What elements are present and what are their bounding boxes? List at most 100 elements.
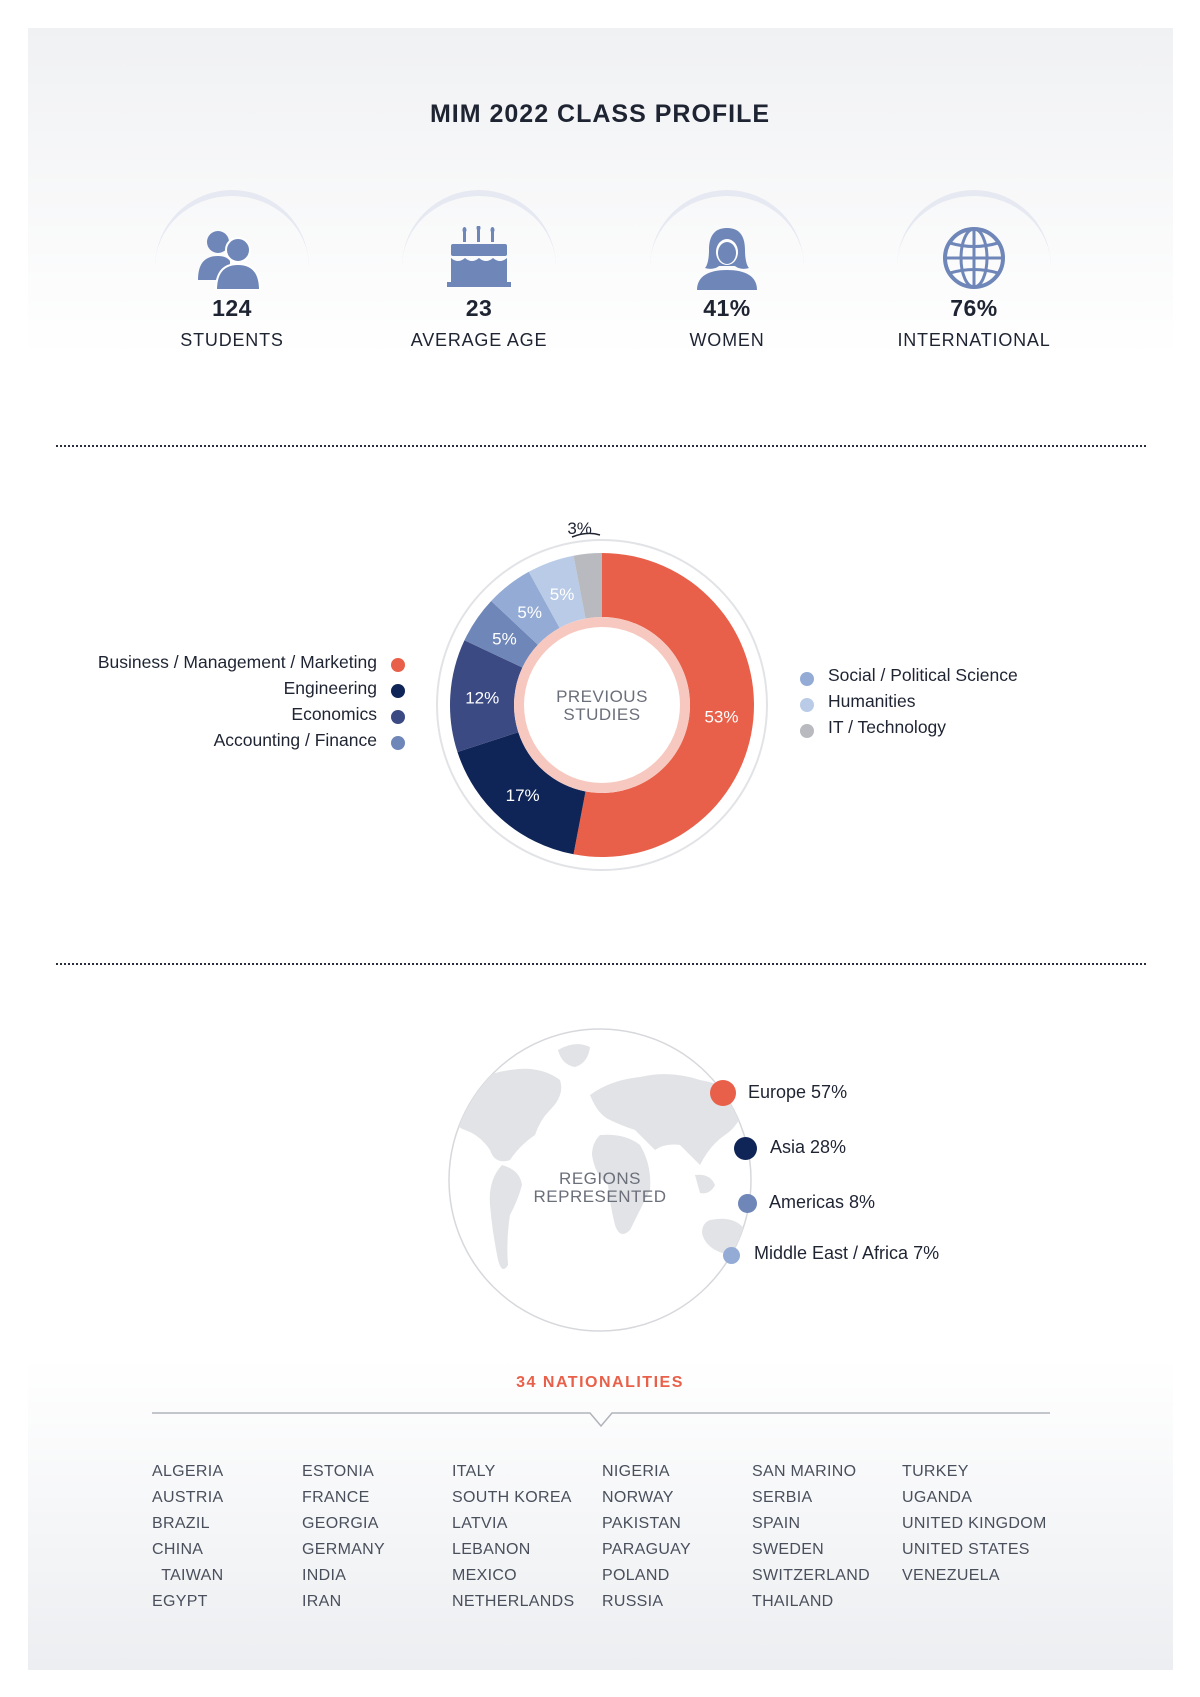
stat-international: 76% INTERNATIONAL [864, 190, 1084, 360]
donut-slice [573, 553, 602, 619]
nationality-item: INDIA [302, 1567, 347, 1584]
nationality-item: GERMANY [302, 1541, 385, 1558]
students-icon [198, 231, 262, 290]
nationalities-divider [152, 1412, 1050, 1428]
legend-swatch [800, 724, 814, 738]
stat-label: AVERAGE AGE [410, 330, 548, 350]
nationality-item: SWITZERLAND [752, 1567, 870, 1584]
birthday-cake-icon [447, 226, 511, 287]
legend-swatch [391, 684, 405, 698]
nationality-item: UNITED KINGDOM [902, 1515, 1047, 1532]
region-marker [710, 1080, 736, 1106]
donut-slice-label: 5% [492, 630, 517, 649]
donut-slice-label: 12% [465, 688, 499, 707]
legend-swatch [391, 736, 405, 750]
nationality-item: RUSSIA [602, 1593, 664, 1610]
region-marker [723, 1247, 740, 1264]
donut-slice [450, 640, 523, 752]
nationality-item: CHINA [152, 1541, 204, 1558]
donut-slice [491, 571, 560, 645]
nationality-item: MEXICO [452, 1567, 517, 1584]
nationality-item: GEORGIA [302, 1515, 379, 1532]
legend-swatch [391, 658, 405, 672]
nationality-item: LATVIA [452, 1515, 508, 1532]
legend-right: Social / Political Science Humanities IT… [800, 665, 1060, 755]
legend-item: Business / Management / Marketing [97, 652, 377, 672]
legend-left: Business / Management / Marketing Engine… [60, 652, 405, 762]
stat-label: WOMEN [689, 330, 765, 350]
region-label: Americas 8% [769, 1192, 876, 1212]
legend-item: Humanities [828, 691, 916, 711]
globe-center-label: REGIONS REPRESENTED [520, 1170, 680, 1206]
donut-center-hole [524, 627, 680, 783]
stat-value: 124 [212, 295, 252, 321]
donut-slice-label: 5% [550, 585, 575, 604]
nationality-item: EGYPT [152, 1593, 208, 1610]
nationality-item: FRANCE [302, 1489, 370, 1506]
legend-item: Accounting / Finance [213, 730, 377, 750]
stat-value: 23 [465, 295, 493, 321]
world-map-icon [450, 1044, 745, 1269]
legend-item: Social / Political Science [828, 665, 1018, 685]
small-slice-marker [571, 532, 601, 538]
nationality-item: SWEDEN [752, 1541, 825, 1558]
legend-swatch [800, 672, 814, 686]
nationalities-list: ALGERIA AUSTRIA BRAZIL CHINA TAIWAN EGYPT EST… [152, 1463, 1072, 1623]
nationality-item: VENEZUELA [902, 1567, 1000, 1584]
donut-slice [457, 732, 586, 855]
legend-item: Economics [291, 704, 377, 724]
nationality-item: IRAN [302, 1593, 342, 1610]
nationality-item: SAN MARINO [752, 1463, 857, 1480]
woman-icon [697, 228, 757, 290]
donut-slice [573, 553, 755, 857]
stat-women: 41% WOMEN [617, 190, 837, 360]
donut-slice [464, 600, 538, 668]
nationality-item: TAIWAN [152, 1567, 224, 1584]
region-label: Middle East / Africa 7% [754, 1243, 940, 1263]
donut-slice-label: 5% [517, 603, 542, 622]
region-label: Europe 57% [748, 1082, 848, 1102]
center-label-line: PREVIOUS [556, 687, 648, 706]
center-label-line: STUDIES [563, 705, 641, 724]
nationality-item: NETHERLANDS [452, 1593, 575, 1610]
nationality-item: NORWAY [602, 1489, 674, 1506]
nationalities-title: 34 NATIONALITIES [516, 1374, 684, 1391]
nationality-item: NIGERIA [602, 1463, 670, 1480]
stat-label: INTERNATIONAL [897, 330, 1051, 350]
region-label: Asia 28% [770, 1137, 847, 1157]
stat-students: 124 STUDENTS [122, 190, 342, 360]
regions-legend: Europe 57% Asia 28% Americas 8% Middle E… [700, 1080, 980, 1280]
nationality-item: PARAGUAY [602, 1541, 691, 1558]
section-divider [56, 963, 1146, 965]
nationality-item: BRAZIL [152, 1515, 210, 1532]
legend-item: IT / Technology [828, 717, 947, 737]
nationality-item: UGANDA [902, 1489, 973, 1506]
page-title: MIM 2022 CLASS PROFILE [429, 100, 771, 128]
nationality-item: UNITED STATES [902, 1541, 1030, 1558]
nationality-item: POLAND [602, 1567, 670, 1584]
section-divider [56, 445, 1146, 447]
stat-value: 76% [950, 295, 998, 321]
nationality-item: SERBIA [752, 1489, 813, 1506]
stat-arc [155, 190, 309, 344]
globe-icon [943, 227, 1005, 289]
donut-slice-label: 17% [506, 786, 540, 805]
center-label-line: REGIONS [559, 1169, 641, 1188]
nationality-item: PAKISTAN [602, 1515, 682, 1532]
nationality-item: THAILAND [752, 1593, 834, 1610]
stat-arc [897, 190, 1051, 344]
donut-slice [528, 555, 586, 628]
legend-item: Engineering [283, 678, 377, 698]
region-marker [738, 1194, 757, 1213]
nationality-item: TURKEY [902, 1463, 969, 1480]
region-marker [734, 1137, 757, 1160]
stat-average-age: 23 AVERAGE AGE [369, 190, 589, 360]
legend-swatch [391, 710, 405, 724]
nationality-item: ITALY [452, 1463, 496, 1480]
stat-arc [650, 190, 804, 344]
donut-center-label: PREVIOUS STUDIES [532, 688, 672, 724]
nationality-item: SPAIN [752, 1515, 801, 1532]
nationality-item: ALGERIA [152, 1463, 224, 1480]
stat-arc [402, 190, 556, 344]
nationality-item: LEBANON [452, 1541, 531, 1558]
